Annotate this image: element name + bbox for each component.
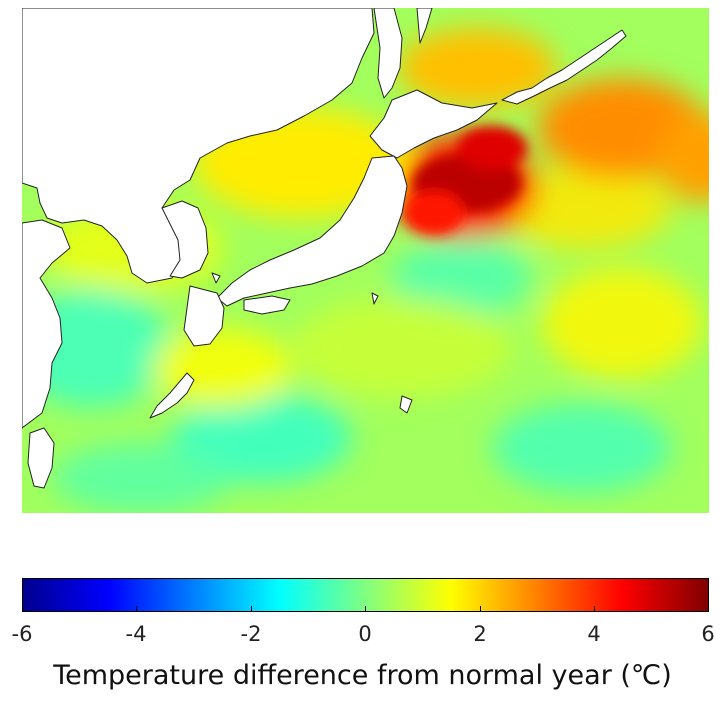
anomaly-patch (542, 268, 702, 378)
tick-mark (365, 606, 366, 612)
sst-anomaly-map-svg (22, 8, 709, 523)
tick-label: 2 (473, 622, 487, 646)
land-sakhalin (373, 8, 403, 99)
anomaly-patch (292, 298, 512, 398)
land-masses (22, 8, 627, 489)
land-small-islands (211, 272, 413, 414)
land-china-coast (22, 219, 71, 429)
land-kyushu (183, 285, 225, 347)
tick-mark (594, 606, 595, 612)
tick-mark (480, 606, 481, 612)
tick-mark (136, 606, 137, 612)
tick-label: -2 (240, 622, 262, 646)
anomaly-patch (52, 443, 232, 513)
tick-label: 6 (701, 622, 715, 646)
warm-zone (397, 28, 557, 108)
warm-zone (657, 113, 709, 203)
colorbar-ticks: -6 -4 -2 0 2 4 6 (12, 606, 715, 652)
tick-mark (708, 606, 709, 612)
tick-label: 4 (587, 622, 601, 646)
land-korea-south (161, 200, 209, 279)
tick-label: 0 (358, 622, 372, 646)
land-hokkaido (369, 89, 498, 159)
map-bottom-edge (22, 513, 709, 523)
land-kuril-islands (501, 29, 627, 105)
colorbar-title: Temperature difference from normal year … (53, 660, 672, 691)
tick-mark (251, 606, 252, 612)
land-kamchatka-kuril (416, 8, 433, 44)
sst-anomaly-map (22, 8, 709, 523)
tick-label: -6 (11, 622, 33, 646)
warm-zone-core (404, 191, 464, 235)
anomaly-patch (492, 168, 672, 248)
anomaly-detail-layer (404, 126, 527, 235)
land-shikoku (243, 295, 291, 315)
tick-label: -4 (125, 622, 147, 646)
anomaly-patch (492, 403, 672, 493)
tick-mark (22, 606, 23, 612)
anomaly-patch (392, 238, 532, 318)
land-ryukyu (149, 372, 195, 419)
land-taiwan (27, 427, 55, 489)
warm-zone-core (457, 126, 527, 170)
land-honshu (216, 155, 408, 307)
